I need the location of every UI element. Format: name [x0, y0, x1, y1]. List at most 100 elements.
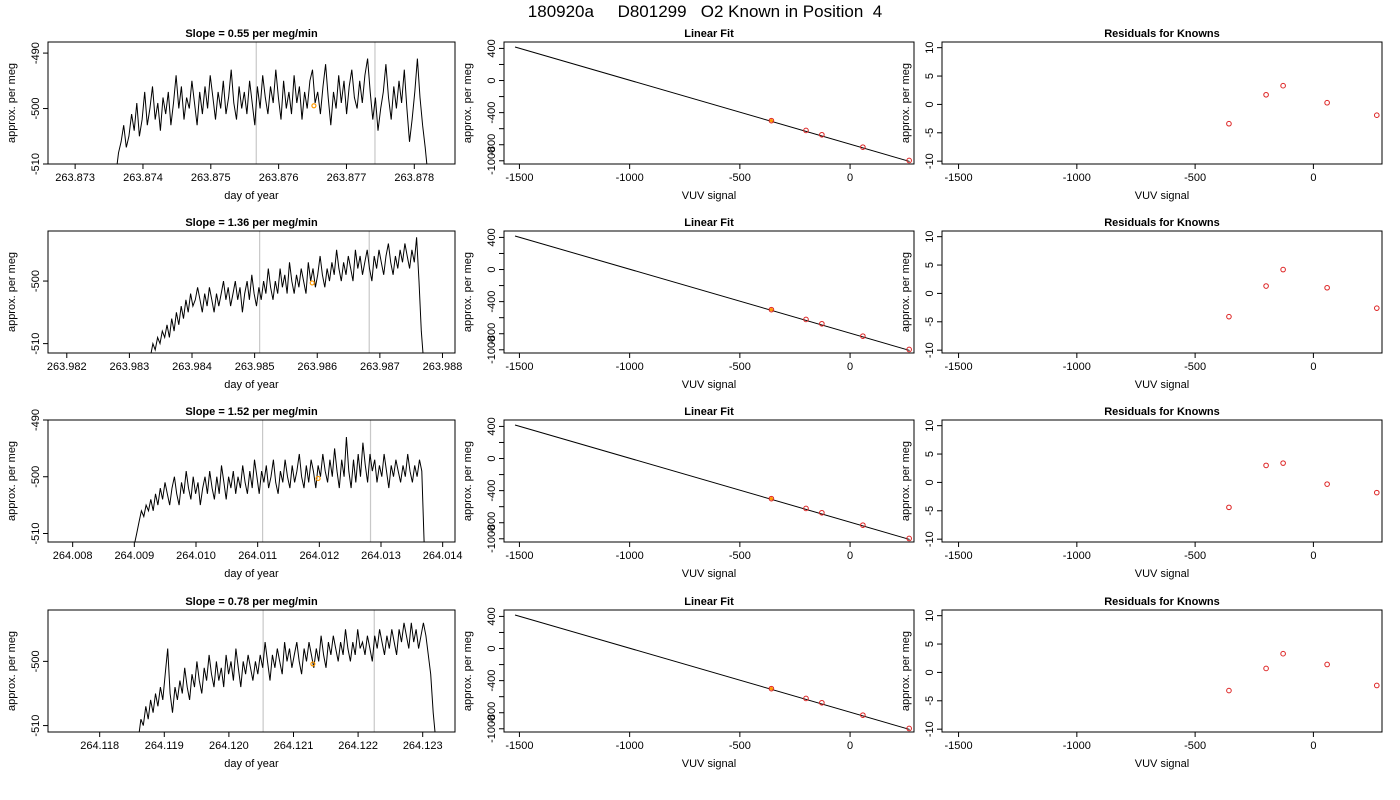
data-point: [906, 157, 912, 164]
x-tick-label: 263.982: [47, 361, 87, 373]
x-tick-label: 263.878: [394, 172, 434, 184]
data-point: [860, 144, 866, 150]
x-tick-label: 0: [847, 361, 853, 373]
data-point: [906, 725, 912, 732]
highlight-point: [769, 308, 773, 312]
data-point: [1373, 112, 1380, 118]
x-axis-label: day of year: [224, 568, 279, 580]
panel-title: Slope = 0.78 per meg/min: [185, 596, 318, 608]
panel-title: Slope = 1.52 per meg/min: [185, 406, 318, 418]
fit-panel-1: Linear Fit -1500 -1000 -500 0 VUV signal -1000…: [462, 217, 915, 391]
x-tick-label: -500: [729, 740, 751, 752]
plot-frame: [503, 419, 915, 543]
x-tick-label: -500: [1184, 740, 1206, 752]
x-axis-label: VUV signal: [682, 379, 736, 391]
x-axis-label: VUV signal: [682, 568, 736, 580]
data-point: [803, 127, 809, 134]
data-series-line: [134, 436, 425, 542]
data-point: [1263, 665, 1269, 672]
y-axis-label: approx. per meg: [6, 252, 18, 332]
y-tick-label: -500: [30, 270, 42, 292]
x-tick-label: 0: [1310, 550, 1316, 562]
residuals-panel-0: Residuals for Knowns -1500 -1000 -500 0 VUV s…: [900, 28, 1383, 202]
y-tick-label: -500: [30, 98, 42, 120]
x-tick-label: -1500: [944, 550, 972, 562]
known-marker: [310, 661, 316, 667]
plot-frame: [503, 230, 915, 354]
fit-line: [514, 614, 910, 730]
y-axis-label: approx. per meg: [900, 631, 912, 711]
x-tick-label: -1500: [505, 550, 533, 562]
panel-title: Residuals for Knowns: [1104, 406, 1220, 418]
data-point: [1226, 313, 1232, 320]
data-point: [803, 316, 809, 323]
data-point: [768, 495, 775, 502]
y-tick-label: -1000: [486, 715, 498, 743]
plot-frame: [941, 609, 1383, 733]
x-tick-label: 0: [1310, 172, 1316, 184]
x-tick-label: 264.013: [361, 550, 401, 562]
plot-frame: [47, 609, 456, 733]
plot-frame: [47, 419, 456, 543]
x-tick-label: -1000: [1063, 740, 1091, 752]
highlight-point: [769, 119, 773, 123]
highlight-point: [769, 687, 773, 691]
x-tick-label: -500: [1184, 361, 1206, 373]
y-tick-label: 400: [486, 607, 498, 625]
timeseries-panel-1: Slope = 1.36 per meg/min 263.982 263.983 26…: [6, 217, 462, 391]
y-tick-label: -490: [30, 42, 42, 64]
y-tick-label: 10: [924, 610, 936, 622]
y-tick-label: -500: [30, 466, 42, 488]
x-tick-label: -1000: [1063, 361, 1091, 373]
fit-panel-3: Linear Fit -1500 -1000 -500 0 VUV signal -1000…: [462, 596, 915, 770]
x-tick-label: -500: [729, 550, 751, 562]
fit-line: [514, 46, 910, 162]
known-marker: [311, 103, 317, 109]
timeseries-panel-0: Slope = 0.55 per meg/min 263.873 263.874 26…: [6, 28, 456, 202]
x-tick-label: 263.876: [259, 172, 299, 184]
x-tick-label: -1000: [616, 550, 644, 562]
data-point: [906, 346, 912, 353]
x-axis-label: day of year: [224, 758, 279, 770]
panel-title: Residuals for Knowns: [1104, 28, 1220, 40]
data-point: [906, 535, 912, 542]
x-tick-label: 0: [847, 550, 853, 562]
data-point: [768, 306, 775, 313]
y-tick-label: 0: [486, 77, 498, 83]
data-point: [1373, 489, 1380, 496]
y-tick-label: -510: [30, 333, 42, 355]
known-marker: [315, 475, 321, 482]
y-axis-label: approx. per meg: [900, 252, 912, 332]
data-point: [1324, 99, 1330, 106]
x-tick-label: 0: [847, 172, 853, 184]
data-point: [1226, 120, 1232, 127]
x-tick-label: -500: [729, 172, 751, 184]
x-tick-label: 264.119: [145, 740, 184, 752]
data-point: [1373, 682, 1380, 689]
y-tick-label: -10: [924, 721, 936, 737]
fit-line: [514, 424, 910, 540]
x-tick-label: 0: [1310, 361, 1316, 373]
y-tick-label: -510: [30, 715, 42, 737]
x-tick-label: 264.008: [53, 550, 93, 562]
y-tick-label: -400: [486, 670, 498, 692]
x-tick-label: -500: [729, 361, 751, 373]
x-tick-label: -1500: [944, 361, 972, 373]
data-point: [1373, 305, 1380, 311]
y-axis-label: approx. per meg: [900, 63, 912, 143]
data-point: [1280, 650, 1286, 657]
x-axis-label: VUV signal: [682, 758, 736, 770]
data-point: [1263, 91, 1269, 98]
known-marker: [309, 280, 315, 286]
y-tick-label: -400: [486, 291, 498, 313]
data-point: [860, 522, 866, 528]
x-tick-label: -500: [1184, 172, 1206, 184]
y-axis-label: approx. per meg: [6, 441, 18, 521]
panel-title: Linear Fit: [684, 406, 734, 418]
x-tick-label: 264.118: [80, 740, 119, 752]
y-tick-label: 400: [486, 228, 498, 246]
y-tick-label: -490: [30, 409, 42, 431]
x-tick-label: 263.873: [55, 172, 95, 184]
plot-frame: [941, 419, 1383, 543]
y-tick-label: -1000: [486, 147, 498, 175]
